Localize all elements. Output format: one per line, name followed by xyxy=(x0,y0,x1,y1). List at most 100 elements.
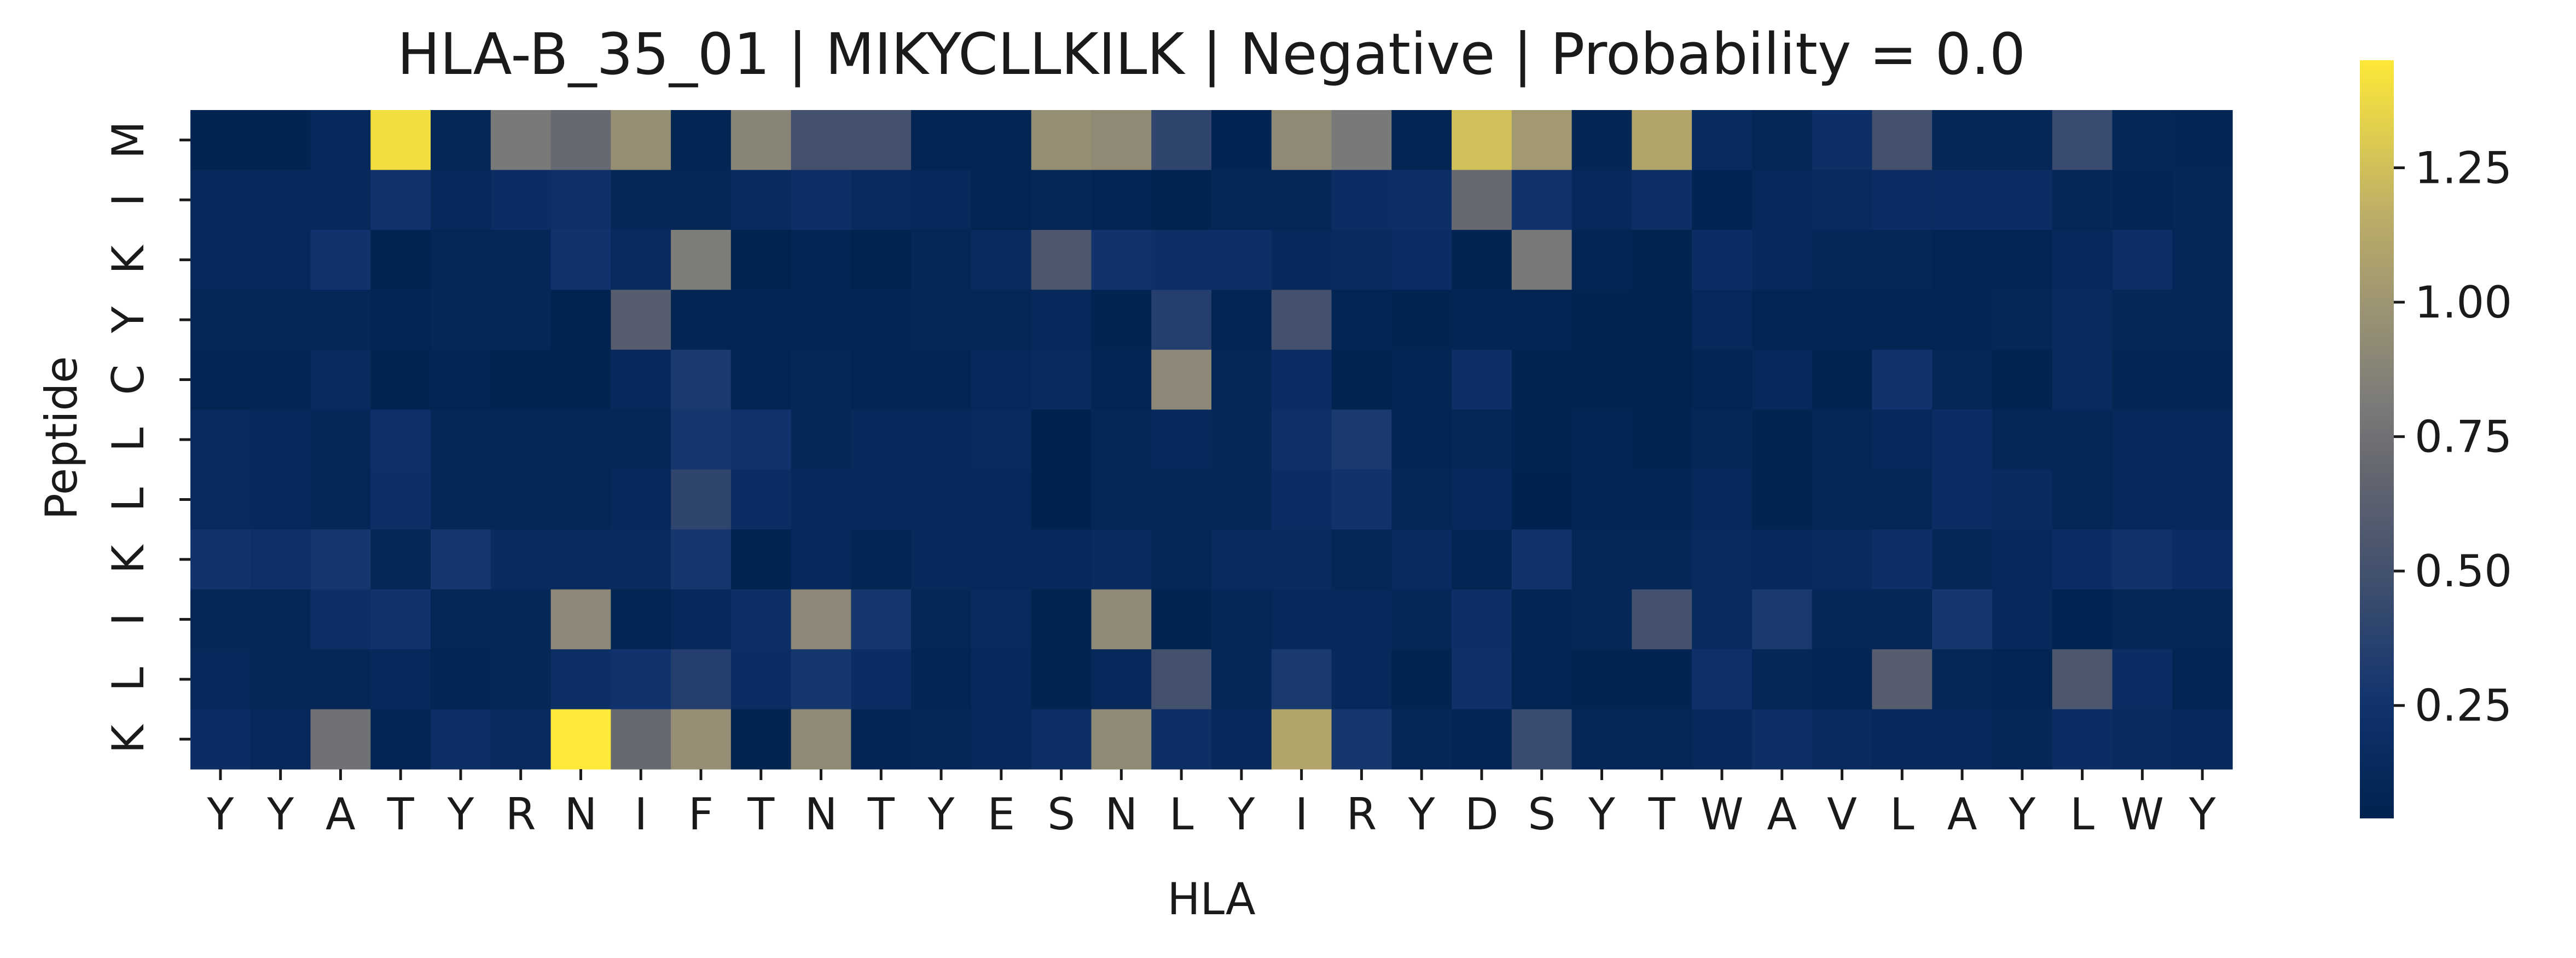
heatmap-cell xyxy=(1211,290,1272,350)
heatmap-cell xyxy=(310,589,371,650)
heatmap-cell xyxy=(1031,409,1092,470)
heatmap-cell xyxy=(431,409,491,470)
heatmap-cell xyxy=(851,469,912,530)
heatmap-cell xyxy=(250,649,311,710)
heatmap-cell xyxy=(1151,709,1212,770)
heatmap-cell xyxy=(250,170,311,230)
heatmap-cell xyxy=(1452,110,1512,171)
heatmap-cell xyxy=(1511,349,1573,410)
x-tick-label: R xyxy=(506,789,536,840)
heatmap-cell xyxy=(1511,229,1573,290)
heatmap-cell xyxy=(1692,649,1753,710)
heatmap-cell xyxy=(1992,529,2053,590)
heatmap-cell xyxy=(911,529,972,590)
heatmap-cell xyxy=(1391,529,1452,590)
heatmap-cell xyxy=(1872,409,1933,470)
heatmap-cell xyxy=(190,589,251,650)
heatmap-cell xyxy=(490,409,552,470)
heatmap-cell xyxy=(550,229,611,290)
x-tick-label: L xyxy=(1890,789,1914,840)
heatmap-cell xyxy=(370,110,431,171)
heatmap-cell xyxy=(431,349,491,410)
heatmap-cell xyxy=(1571,589,1632,650)
heatmap-cell xyxy=(2052,349,2113,410)
heatmap-cell xyxy=(791,649,852,710)
heatmap-cell xyxy=(2052,469,2113,530)
heatmap-cell xyxy=(1932,529,1993,590)
heatmap-cell xyxy=(671,529,732,590)
heatmap-cell xyxy=(1932,349,1993,410)
heatmap-cell xyxy=(310,170,371,230)
heatmap-cell xyxy=(1091,469,1152,530)
heatmap-cell xyxy=(1571,110,1632,171)
heatmap-cell xyxy=(1872,709,1933,770)
x-tick-label: I xyxy=(634,789,647,840)
heatmap-cell xyxy=(1211,349,1272,410)
heatmap-cell xyxy=(1452,589,1512,650)
heatmap-cell xyxy=(1872,649,1933,710)
heatmap-cell xyxy=(1211,170,1272,230)
x-tick-label: S xyxy=(1047,789,1075,840)
y-tick-label: K xyxy=(103,724,154,754)
heatmap-cell xyxy=(1211,110,1272,171)
heatmap-cell xyxy=(1511,709,1573,770)
heatmap-cell xyxy=(1452,529,1512,590)
heatmap-cell xyxy=(2172,229,2233,290)
y-tick-label: C xyxy=(103,365,154,395)
heatmap-cell xyxy=(1511,469,1573,530)
heatmap-cell xyxy=(671,170,732,230)
heatmap-cell xyxy=(550,529,611,590)
heatmap-cell xyxy=(1692,349,1753,410)
heatmap-cell xyxy=(730,409,792,470)
heatmap-cell xyxy=(250,110,311,171)
heatmap-cell xyxy=(1031,349,1092,410)
x-tick-label: A xyxy=(326,789,356,840)
y-tick-label: I xyxy=(103,193,154,206)
x-tick-label: Y xyxy=(206,789,234,840)
x-tick-label: Y xyxy=(266,789,294,840)
heatmap-cell xyxy=(1872,529,1933,590)
heatmap-cell xyxy=(971,469,1032,530)
heatmap-cell xyxy=(1151,110,1212,171)
heatmap-cell xyxy=(911,229,972,290)
heatmap-cell xyxy=(1751,709,1813,770)
heatmap-cell xyxy=(190,349,251,410)
heatmap-cell xyxy=(2052,589,2113,650)
colorbar-tick-label: 0.75 xyxy=(2415,412,2512,463)
heatmap-cell xyxy=(431,649,491,710)
heatmap-cell xyxy=(1812,409,1873,470)
heatmap-cell xyxy=(1091,349,1152,410)
heatmap-cell xyxy=(370,349,431,410)
heatmap-cell xyxy=(1632,409,1692,470)
heatmap-cell xyxy=(1391,110,1452,171)
heatmap-cell xyxy=(1211,229,1272,290)
heatmap-cell xyxy=(791,110,852,171)
heatmap-cell xyxy=(2112,229,2173,290)
heatmap-cell xyxy=(1992,409,2053,470)
heatmap-cell xyxy=(1571,349,1632,410)
heatmap-cell xyxy=(2172,110,2233,171)
heatmap-cell xyxy=(911,170,972,230)
heatmap-cell xyxy=(1391,409,1452,470)
heatmap-cell xyxy=(550,649,611,710)
heatmap-cell xyxy=(851,649,912,710)
heatmap-cell xyxy=(1632,469,1692,530)
heatmap-cell xyxy=(1331,589,1392,650)
heatmap-cell xyxy=(490,110,552,171)
heatmap-cell xyxy=(1992,229,2053,290)
heatmap-cell xyxy=(1692,469,1753,530)
heatmap-cell xyxy=(1812,349,1873,410)
heatmap-cell xyxy=(1271,649,1332,710)
heatmap-cell xyxy=(1932,589,1993,650)
heatmap-cell xyxy=(431,589,491,650)
heatmap-cell xyxy=(1391,290,1452,350)
heatmap-cell xyxy=(851,409,912,470)
heatmap-cell xyxy=(1091,170,1152,230)
heatmap-cell xyxy=(2052,229,2113,290)
heatmap-cell xyxy=(911,469,972,530)
heatmap-cell xyxy=(671,290,732,350)
heatmap-cell xyxy=(1211,409,1272,470)
heatmap-cell xyxy=(370,709,431,770)
heatmap-cell xyxy=(431,469,491,530)
